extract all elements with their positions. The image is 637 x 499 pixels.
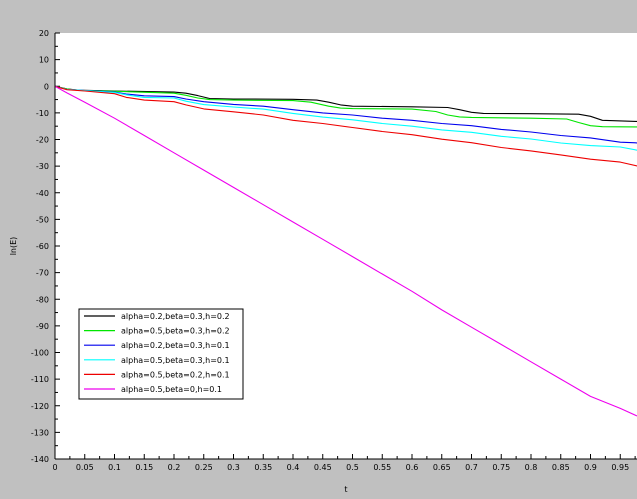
series-line-3 (54, 85, 637, 144)
y-tick-label: -80 (36, 295, 49, 304)
y-tick-label: -70 (36, 269, 49, 278)
series-line-1 (54, 85, 637, 123)
legend-label-3: alpha=0.2,beta=0.3,h=0.1 (121, 341, 230, 350)
x-tick-label: 0.05 (76, 463, 94, 472)
y-tick-label: -100 (31, 349, 49, 358)
y-tick-label: -90 (36, 322, 49, 331)
x-axis-label: t (344, 485, 347, 494)
y-tick-label: -60 (36, 242, 49, 251)
y-tick-label: 10 (39, 56, 49, 65)
axis-ticks: 20 10 0 -10 -20 -30 -40 -50 -60 -70 -80 -90 -100 -110… (31, 29, 636, 472)
x-tick-label: 0.55 (373, 463, 391, 472)
x-tick-label: 0.65 (433, 463, 451, 472)
x-tick-label: 0.2 (168, 463, 181, 472)
x-tick-label: 0.6 (406, 463, 419, 472)
x-tick-label: 0.9 (584, 463, 597, 472)
x-tick-label: 0.15 (135, 463, 153, 472)
series-line-5 (54, 85, 637, 167)
y-tick-label: -40 (36, 189, 49, 198)
legend-label-5: alpha=0.5,beta=0.2,h=0.1 (121, 370, 230, 379)
legend-label-6: alpha=0.5,beta=0,h=0.1 (121, 385, 222, 394)
x-tick-label: 0.45 (314, 463, 332, 472)
series-lines (54, 85, 637, 417)
legend-label-4: alpha=0.5,beta=0.3,h=0.1 (121, 356, 230, 365)
y-tick-label: -140 (31, 455, 49, 464)
x-tick-label: 0 (52, 463, 57, 472)
x-tick-label: 0.4 (287, 463, 300, 472)
series-line-4 (54, 85, 637, 151)
x-tick-label: 0.5 (346, 463, 359, 472)
x-tick-label: 0.75 (492, 463, 510, 472)
legend-box (78, 308, 244, 400)
y-axis-label: ln(E) (9, 237, 18, 256)
y-tick-label: 20 (39, 29, 49, 38)
x-tick-label: 0.7 (465, 463, 478, 472)
y-tick-label: -10 (36, 109, 49, 118)
x-tick-label: 0.25 (195, 463, 213, 472)
x-tick-label: 0.85 (552, 463, 570, 472)
y-tick-label: -130 (31, 428, 49, 437)
x-tick-label: 0.1 (108, 463, 121, 472)
x-tick-label: 0.8 (525, 463, 538, 472)
series-line-6 (54, 85, 637, 417)
y-tick-label: -110 (31, 375, 49, 384)
y-tick-label: -30 (36, 162, 49, 171)
y-tick-label: -120 (31, 402, 49, 411)
series-line-2 (54, 85, 637, 128)
x-tick-label: 0.35 (254, 463, 272, 472)
y-tick-label: -50 (36, 215, 49, 224)
legend-label-1: alpha=0.2,beta=0.3,h=0.2 (121, 312, 230, 321)
y-tick-label: 0 (44, 82, 49, 91)
x-tick-label: 0.95 (611, 463, 629, 472)
legend: alpha=0.2,beta=0.3,h=0.2 alpha=0.5,beta=0… (78, 308, 244, 400)
y-tick-label: -20 (36, 136, 49, 145)
legend-label-2: alpha=0.5,beta=0.3,h=0.2 (121, 327, 230, 336)
x-tick-label: 0.3 (227, 463, 240, 472)
